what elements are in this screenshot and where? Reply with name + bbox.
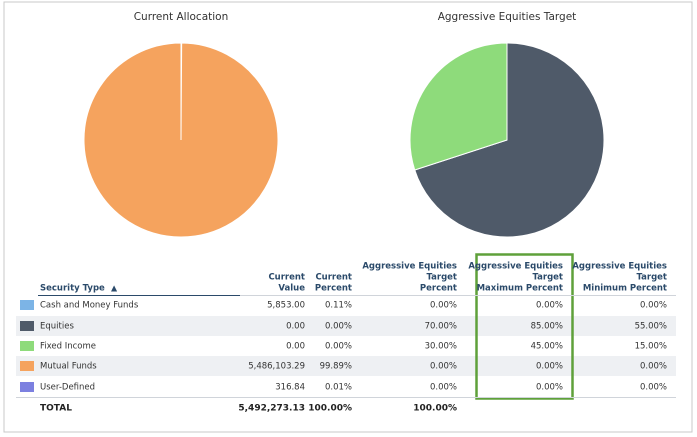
column-header: Current (268, 273, 305, 283)
pie-slice (414, 42, 605, 238)
cell: 5,486,103.29 (248, 362, 305, 372)
row-stripe (16, 316, 676, 336)
column-header: Target (636, 273, 667, 283)
cell: 316.84 (275, 383, 305, 393)
cell: User-Defined (40, 383, 95, 393)
cell: 0.00% (536, 383, 563, 393)
cell: 0.00 (286, 342, 305, 352)
cell: 99.89% (320, 362, 352, 372)
cell: 0.11% (325, 301, 352, 311)
highlight-box (475, 253, 574, 400)
cell: Cash and Money Funds (40, 301, 139, 311)
cell: 0.00% (640, 383, 667, 393)
cell: 0.00% (325, 322, 352, 332)
column-header: Maximum Percent (477, 284, 563, 294)
sort-arrow[interactable]: ▲ (111, 284, 118, 293)
chart-title: Current Allocation (134, 11, 229, 23)
column-header: Target (426, 273, 457, 283)
cell: 0.01% (325, 383, 352, 393)
swatch (20, 300, 34, 310)
column-header: Percent (420, 284, 457, 294)
swatch (20, 321, 34, 331)
column-header: Percent (315, 284, 352, 294)
row-stripe (16, 356, 676, 376)
cell: 0.00% (430, 301, 457, 311)
cell: 85.00% (531, 322, 563, 332)
cell: 0.00% (640, 362, 667, 372)
swatch (20, 341, 34, 351)
pie-slice (83, 42, 279, 238)
total-cell: 100.00% (413, 404, 457, 414)
column-header: Aggressive Equities (362, 262, 457, 272)
cell: 0.00% (325, 342, 352, 352)
cell: Mutual Funds (40, 362, 97, 372)
cell: 0.00% (640, 301, 667, 311)
cell: 55.00% (635, 322, 667, 332)
cell: Equities (40, 322, 74, 332)
column-header: Value (278, 284, 305, 294)
column-header: Target (532, 273, 563, 283)
column-header: Current (315, 273, 352, 283)
cell: 0.00% (536, 301, 563, 311)
pie-slice (409, 42, 508, 171)
total-cell: 5,492,273.13 (238, 404, 305, 414)
total-cell: 100.00% (308, 404, 352, 414)
cell: 0.00% (536, 362, 563, 372)
swatch (20, 361, 34, 371)
cell: 0.00% (430, 362, 457, 372)
cell: 0.00% (430, 383, 457, 393)
column-header: Minimum Percent (583, 284, 667, 294)
cell: 5,853.00 (267, 301, 305, 311)
column-header: Aggressive Equities (572, 262, 667, 272)
column-header: Aggressive Equities (468, 262, 563, 272)
swatch (20, 382, 34, 392)
cell: 70.00% (425, 322, 457, 332)
column-header: Security Type (40, 284, 105, 294)
chart-title: Aggressive Equities Target (438, 11, 577, 23)
cell: 0.00 (286, 322, 305, 332)
cell: 15.00% (635, 342, 667, 352)
total-cell: TOTAL (40, 404, 72, 414)
cell: Fixed Income (40, 342, 96, 352)
cell: 45.00% (531, 342, 563, 352)
cell: 30.00% (425, 342, 457, 352)
